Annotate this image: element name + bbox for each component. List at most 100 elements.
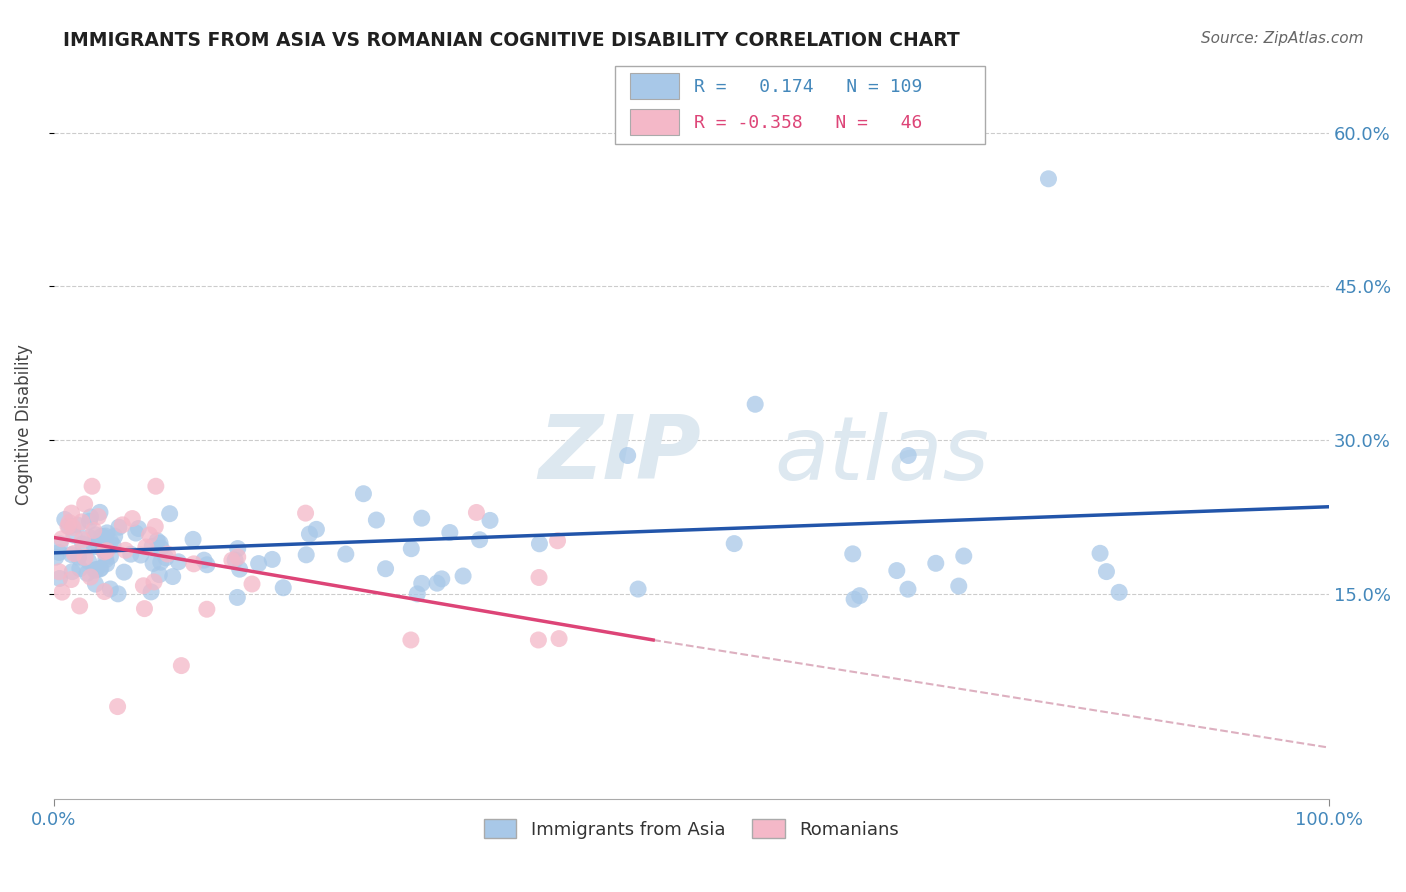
Point bbox=[100, 549, 122, 564]
Point bbox=[262, 552, 284, 566]
Legend: Immigrants from Asia, Romanians: Immigrants from Asia, Romanians bbox=[477, 812, 907, 846]
Point bbox=[90, 561, 112, 575]
Point bbox=[51, 532, 73, 546]
Point bbox=[897, 582, 920, 597]
Point bbox=[548, 632, 571, 646]
Point bbox=[226, 591, 249, 605]
Point bbox=[60, 548, 83, 562]
Point bbox=[305, 522, 328, 536]
Point bbox=[401, 541, 423, 556]
Point bbox=[295, 548, 318, 562]
Point bbox=[93, 542, 115, 557]
Point bbox=[335, 547, 357, 561]
Point bbox=[374, 562, 396, 576]
Point bbox=[156, 547, 179, 561]
Point bbox=[121, 511, 143, 525]
Point bbox=[58, 519, 80, 533]
Point bbox=[146, 533, 169, 548]
Point bbox=[72, 533, 94, 547]
Point bbox=[247, 557, 270, 571]
Point bbox=[100, 534, 122, 549]
Point bbox=[240, 577, 263, 591]
Point bbox=[465, 506, 488, 520]
Point bbox=[479, 513, 502, 527]
Point bbox=[84, 577, 107, 591]
Bar bbox=[630, 109, 679, 136]
Text: R = -0.358   N =   46: R = -0.358 N = 46 bbox=[695, 113, 922, 131]
Point bbox=[138, 528, 160, 542]
Point bbox=[73, 497, 96, 511]
Point bbox=[107, 699, 129, 714]
Point bbox=[226, 541, 249, 556]
Point bbox=[104, 529, 127, 543]
Point bbox=[69, 561, 91, 575]
Point bbox=[271, 581, 294, 595]
Point bbox=[527, 632, 550, 647]
Point bbox=[547, 533, 569, 548]
Point bbox=[841, 547, 863, 561]
Point bbox=[135, 540, 157, 554]
Point bbox=[89, 505, 111, 519]
Point bbox=[86, 562, 108, 576]
Point bbox=[399, 632, 422, 647]
Point bbox=[134, 601, 156, 615]
Point bbox=[744, 397, 766, 411]
Point bbox=[226, 549, 249, 564]
Point bbox=[195, 558, 218, 572]
Point bbox=[62, 520, 84, 534]
Point bbox=[66, 518, 89, 533]
FancyBboxPatch shape bbox=[614, 66, 984, 145]
Bar bbox=[630, 73, 679, 99]
Point bbox=[60, 506, 83, 520]
Text: IMMIGRANTS FROM ASIA VS ROMANIAN COGNITIVE DISABILITY CORRELATION CHART: IMMIGRANTS FROM ASIA VS ROMANIAN COGNITI… bbox=[63, 31, 960, 50]
Point bbox=[616, 449, 638, 463]
Point bbox=[96, 542, 118, 557]
Point bbox=[952, 549, 974, 563]
Point bbox=[1038, 171, 1060, 186]
Point bbox=[150, 541, 173, 556]
Point bbox=[125, 526, 148, 541]
Point bbox=[139, 585, 162, 599]
Point bbox=[352, 487, 374, 501]
Point bbox=[83, 524, 105, 538]
Text: R =   0.174   N = 109: R = 0.174 N = 109 bbox=[695, 78, 922, 95]
Point bbox=[170, 658, 193, 673]
Point bbox=[411, 576, 433, 591]
Point bbox=[120, 547, 142, 561]
Y-axis label: Cognitive Disability: Cognitive Disability bbox=[15, 344, 32, 505]
Point bbox=[221, 553, 243, 567]
Point bbox=[298, 527, 321, 541]
Point bbox=[193, 553, 215, 567]
Point bbox=[48, 565, 70, 579]
Point bbox=[366, 513, 388, 527]
Point bbox=[897, 449, 920, 463]
Point bbox=[60, 565, 83, 579]
Point bbox=[87, 538, 110, 552]
Point bbox=[143, 519, 166, 533]
Point bbox=[90, 529, 112, 543]
Point bbox=[96, 525, 118, 540]
Text: ZIP: ZIP bbox=[538, 411, 702, 499]
Point bbox=[79, 509, 101, 524]
Point bbox=[1108, 585, 1130, 599]
Point bbox=[195, 602, 218, 616]
Point bbox=[430, 572, 453, 586]
Point bbox=[411, 511, 433, 525]
Point bbox=[76, 566, 98, 581]
Point bbox=[93, 584, 115, 599]
Point bbox=[228, 562, 250, 576]
Point bbox=[51, 585, 73, 599]
Point bbox=[723, 536, 745, 550]
Point bbox=[73, 550, 96, 565]
Point bbox=[79, 570, 101, 584]
Point bbox=[1095, 565, 1118, 579]
Point bbox=[45, 550, 67, 565]
Point bbox=[155, 550, 177, 565]
Point bbox=[129, 548, 152, 562]
Point bbox=[91, 530, 114, 544]
Point bbox=[94, 529, 117, 543]
Point bbox=[141, 540, 163, 554]
Point bbox=[101, 538, 124, 552]
Point bbox=[181, 533, 204, 547]
Point bbox=[98, 582, 121, 596]
